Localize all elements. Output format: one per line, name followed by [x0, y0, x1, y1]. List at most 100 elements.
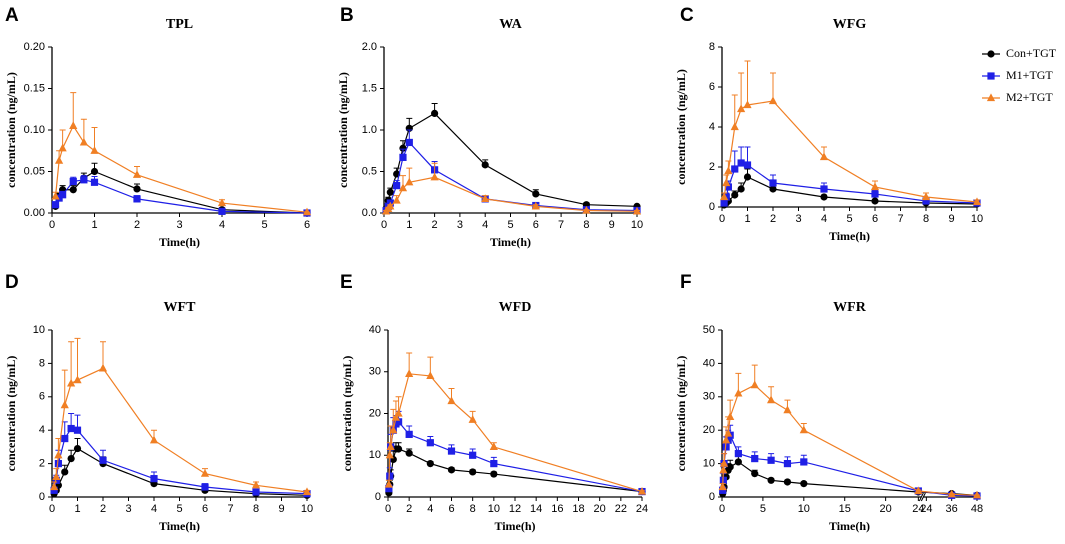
marker: [734, 458, 742, 466]
marker: [200, 469, 210, 477]
marker: [218, 207, 226, 215]
y-tick-label: 40: [703, 357, 715, 369]
y-tick-label: 8: [709, 41, 715, 53]
y-tick-label: 0: [709, 491, 715, 503]
x-tick-label: 5: [507, 219, 513, 231]
marker: [468, 415, 477, 423]
marker: [871, 190, 879, 198]
marker: [133, 185, 141, 193]
marker: [405, 177, 414, 186]
y-tick-label: 0.20: [24, 41, 45, 53]
panel-label: F: [680, 272, 692, 293]
marker: [718, 482, 727, 491]
marker: [69, 177, 77, 186]
legend-label: Con+TGT: [1006, 46, 1057, 60]
series-line: [385, 176, 638, 212]
marker: [731, 165, 739, 173]
y-tick-label: 4: [709, 121, 715, 133]
marker: [426, 460, 434, 468]
marker: [469, 468, 477, 476]
marker: [737, 159, 745, 167]
x-tick-label: 8: [470, 503, 476, 515]
y-tick-label: 0.5: [362, 165, 377, 177]
x-tick-label: 1: [91, 219, 97, 231]
x-tick-label: 0: [49, 503, 55, 515]
x-tick-label: 6: [872, 213, 878, 225]
marker: [783, 460, 792, 468]
x-tick-label: 6: [304, 219, 310, 231]
y-axis-label: concentration (ng/mL): [4, 72, 18, 188]
marker: [61, 468, 69, 476]
marker: [90, 167, 99, 176]
marker: [783, 405, 792, 414]
marker: [447, 396, 456, 405]
marker: [405, 369, 414, 377]
y-tick-label: 1.5: [362, 82, 377, 94]
marker: [719, 459, 729, 467]
x-tick-label: 6: [533, 219, 539, 231]
marker: [726, 412, 735, 420]
y-tick-label: 0.00: [24, 207, 45, 219]
marker: [302, 487, 312, 496]
marker: [393, 182, 401, 190]
x-tick-label: 10: [798, 503, 810, 515]
marker: [60, 400, 69, 409]
marker: [405, 430, 413, 438]
y-tick-label: 0.0: [362, 207, 377, 219]
marker: [392, 195, 401, 204]
marker: [871, 197, 879, 205]
x-tick-label: 5: [176, 503, 182, 515]
panel-label: C: [680, 5, 694, 26]
marker: [302, 207, 312, 216]
marker: [90, 178, 99, 186]
panel-label: B: [340, 5, 354, 26]
error-bar: [74, 337, 81, 381]
axis-break: [918, 492, 924, 502]
y-tick-label: 2: [39, 458, 45, 470]
x-tick-label: 24: [912, 503, 924, 515]
y-tick-label: 0.05: [24, 165, 45, 177]
marker: [734, 449, 742, 458]
y-tick-label: 20: [369, 407, 381, 419]
marker: [385, 485, 393, 493]
x-tick-label: 5: [261, 219, 267, 231]
marker: [150, 475, 158, 483]
error-bar: [731, 94, 738, 127]
x-tick-label: 18: [572, 503, 584, 515]
y-tick-label: 0: [39, 491, 45, 503]
marker: [386, 442, 395, 450]
marker: [149, 435, 159, 444]
x-tick-label: 4: [219, 219, 225, 231]
x-tick-label: 4: [482, 219, 488, 231]
x-tick-label: 7: [897, 213, 903, 225]
marker: [766, 395, 776, 404]
marker: [386, 188, 394, 196]
marker: [431, 109, 439, 117]
marker: [52, 476, 60, 484]
marker: [73, 426, 82, 434]
marker: [391, 413, 401, 421]
x-tick-label: 9: [278, 503, 284, 515]
x-axis-label: Time(h): [159, 235, 200, 249]
x-tick-label: 10: [488, 503, 500, 515]
y-tick-label: 4: [39, 424, 45, 436]
x-axis-label: Time(h): [494, 519, 535, 533]
marker: [99, 456, 107, 464]
x-tick-label: 9: [948, 213, 954, 225]
marker: [67, 378, 76, 387]
marker: [54, 450, 63, 459]
y-tick-label: 10: [369, 449, 381, 461]
marker: [426, 371, 435, 380]
marker: [724, 428, 733, 437]
x-tick-label: 1: [744, 213, 750, 225]
marker: [987, 50, 995, 58]
marker: [582, 205, 591, 214]
marker: [743, 100, 752, 109]
marker: [726, 463, 734, 471]
x-tick-label: 36: [946, 503, 958, 515]
x-tick-label: 8: [253, 503, 259, 515]
marker: [800, 458, 808, 466]
series-line: [53, 427, 308, 495]
y-tick-label: 2.0: [362, 41, 377, 53]
marker: [50, 482, 59, 491]
